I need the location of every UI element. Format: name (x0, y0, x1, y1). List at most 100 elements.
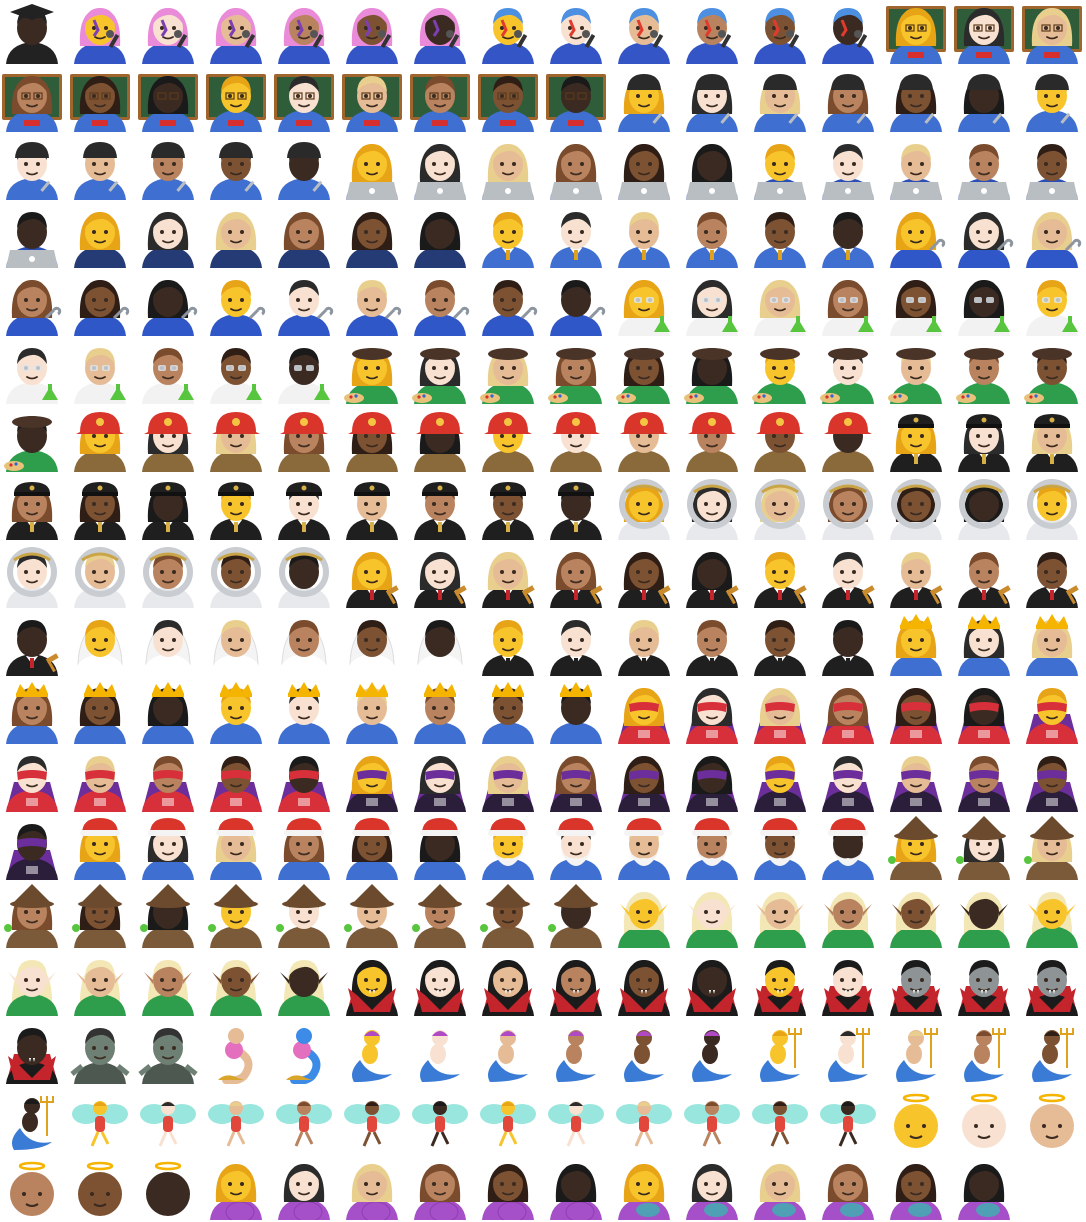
vampire-woman-dark-emoji (680, 952, 744, 1016)
mrs-claus-icon (142, 818, 194, 880)
santa-claus-icon (550, 818, 602, 880)
zombie-zombie-emoji (68, 1020, 132, 1084)
factory-worker-woman-medium-emoji (816, 68, 880, 132)
superhero-woman-icon (958, 688, 1010, 744)
santa-claus-dark-emoji (816, 816, 880, 880)
vampire-woman-light-emoji (408, 952, 472, 1016)
artist-man-medium-dark-emoji (1020, 340, 1084, 404)
mage-woman-medium-dark-emoji (68, 884, 132, 948)
mage-woman-icon (140, 884, 194, 948)
mrs-claus-medium-emoji (272, 816, 336, 880)
mermaid-light-emoji (408, 1020, 472, 1084)
supervillain-man-yellow-emoji (748, 748, 812, 812)
firefighter-man-icon (822, 412, 874, 472)
astronaut-man-icon (6, 547, 58, 608)
office-worker-man-dark-emoji (816, 204, 880, 268)
mage-man-icon (480, 884, 534, 948)
scientist-woman-light-emoji (680, 272, 744, 336)
elf-man-icon (142, 960, 194, 1016)
breastfeeding-light-emoji (680, 1156, 744, 1220)
singer-man-yellow-emoji (476, 0, 540, 64)
astronaut-woman-icon (754, 479, 806, 540)
bride-with-veil-icon (278, 620, 330, 676)
elf-man-medium-dark-emoji (204, 952, 268, 1016)
judge-man-yellow-emoji (748, 544, 812, 608)
mechanic-woman-icon (890, 212, 946, 268)
artist-man-icon (752, 348, 806, 404)
judge-man-dark-emoji (0, 612, 64, 676)
vampire-man-icon (754, 960, 806, 1016)
princess-light-emoji (952, 612, 1016, 676)
astronaut-man-icon (210, 547, 262, 608)
astronaut-woman-icon (822, 479, 874, 540)
zombie-icon (70, 1028, 130, 1084)
firefighter-woman-light-emoji (136, 408, 200, 472)
elf-man-icon (278, 960, 330, 1016)
pilot-woman-icon (1026, 414, 1078, 472)
mage-man-dark-emoji (544, 884, 608, 948)
judge-woman-icon (618, 552, 671, 608)
fairy-light-emoji (136, 1088, 200, 1152)
singer-woman-medium-dark-emoji (340, 0, 404, 64)
fairy-icon (820, 1101, 876, 1147)
astronaut-woman-medium-dark-emoji (884, 476, 948, 540)
teacher-woman-icon (1022, 6, 1082, 64)
artist-man-icon (1024, 348, 1078, 404)
merman-icon (828, 1028, 870, 1082)
factory-worker-woman-medium-light-emoji (748, 68, 812, 132)
factory-worker-man-icon (74, 142, 126, 200)
merman-medium-emoji (952, 1020, 1016, 1084)
mage-man-medium-emoji (408, 884, 472, 948)
merman-icon (12, 1096, 54, 1150)
prince-icon (210, 682, 262, 744)
office-worker-man-medium-dark-emoji (748, 204, 812, 268)
bride-with-veil-icon (346, 620, 398, 676)
santa-claus-icon (686, 818, 738, 880)
teacher-man-yellow-emoji (204, 68, 268, 132)
artist-man-dark-emoji (0, 408, 64, 472)
superhero-man-light-emoji (0, 748, 64, 812)
elf-woman-icon (822, 892, 874, 948)
man-in-tuxedo-yellow-emoji (476, 612, 540, 676)
factory-worker-woman-icon (890, 74, 942, 132)
scientist-woman-icon (754, 280, 806, 336)
mage-man-icon (412, 884, 466, 948)
judge-man-medium-dark-emoji (1020, 544, 1084, 608)
factory-worker-man-medium-dark-emoji (204, 136, 268, 200)
superhero-woman-dark-emoji (952, 680, 1016, 744)
teacher-man-medium-dark-emoji (476, 68, 540, 132)
office-worker-woman-icon (74, 212, 126, 268)
santa-claus-icon (754, 818, 806, 880)
factory-worker-man-dark-emoji (272, 136, 336, 200)
pilot-man-icon (210, 482, 262, 540)
scientist-woman-icon (686, 280, 738, 336)
breastfeeding-icon (958, 1164, 1010, 1220)
judge-man-icon (6, 620, 59, 676)
mage-woman-dark-emoji (136, 884, 200, 948)
supervillain-man-medium-emoji (952, 748, 1016, 812)
vampire-woman-icon (414, 960, 466, 1016)
artist-man-icon (820, 348, 874, 404)
mermaid-icon (692, 1030, 732, 1082)
superhero-man-icon (142, 756, 194, 812)
artist-man-medium-emoji (952, 340, 1016, 404)
fairy-medium-emoji (272, 1088, 336, 1152)
supervillain-woman-icon (346, 756, 398, 812)
mrs-claus-icon (414, 818, 466, 880)
factory-worker-man-medium-light-emoji (68, 136, 132, 200)
artist-man-icon (888, 348, 942, 404)
artist-woman-icon (616, 348, 670, 404)
factory-worker-man-yellow-emoji (1020, 68, 1084, 132)
firefighter-woman-icon (278, 412, 330, 472)
singer-man-dark-emoji (816, 0, 880, 64)
vampire-man-icon (1026, 960, 1078, 1016)
teacher-woman-icon (138, 74, 198, 132)
mechanic-woman-yellow-emoji (884, 204, 948, 268)
baby-angel-light-emoji (952, 1088, 1016, 1152)
artist-woman-icon (412, 348, 466, 404)
technologist-man-yellow-emoji (748, 136, 812, 200)
firefighter-man-light-emoji (544, 408, 608, 472)
factory-worker-man-icon (278, 142, 330, 200)
factory-worker-woman-yellow-emoji (612, 68, 676, 132)
mage-man-light-emoji (272, 884, 336, 948)
